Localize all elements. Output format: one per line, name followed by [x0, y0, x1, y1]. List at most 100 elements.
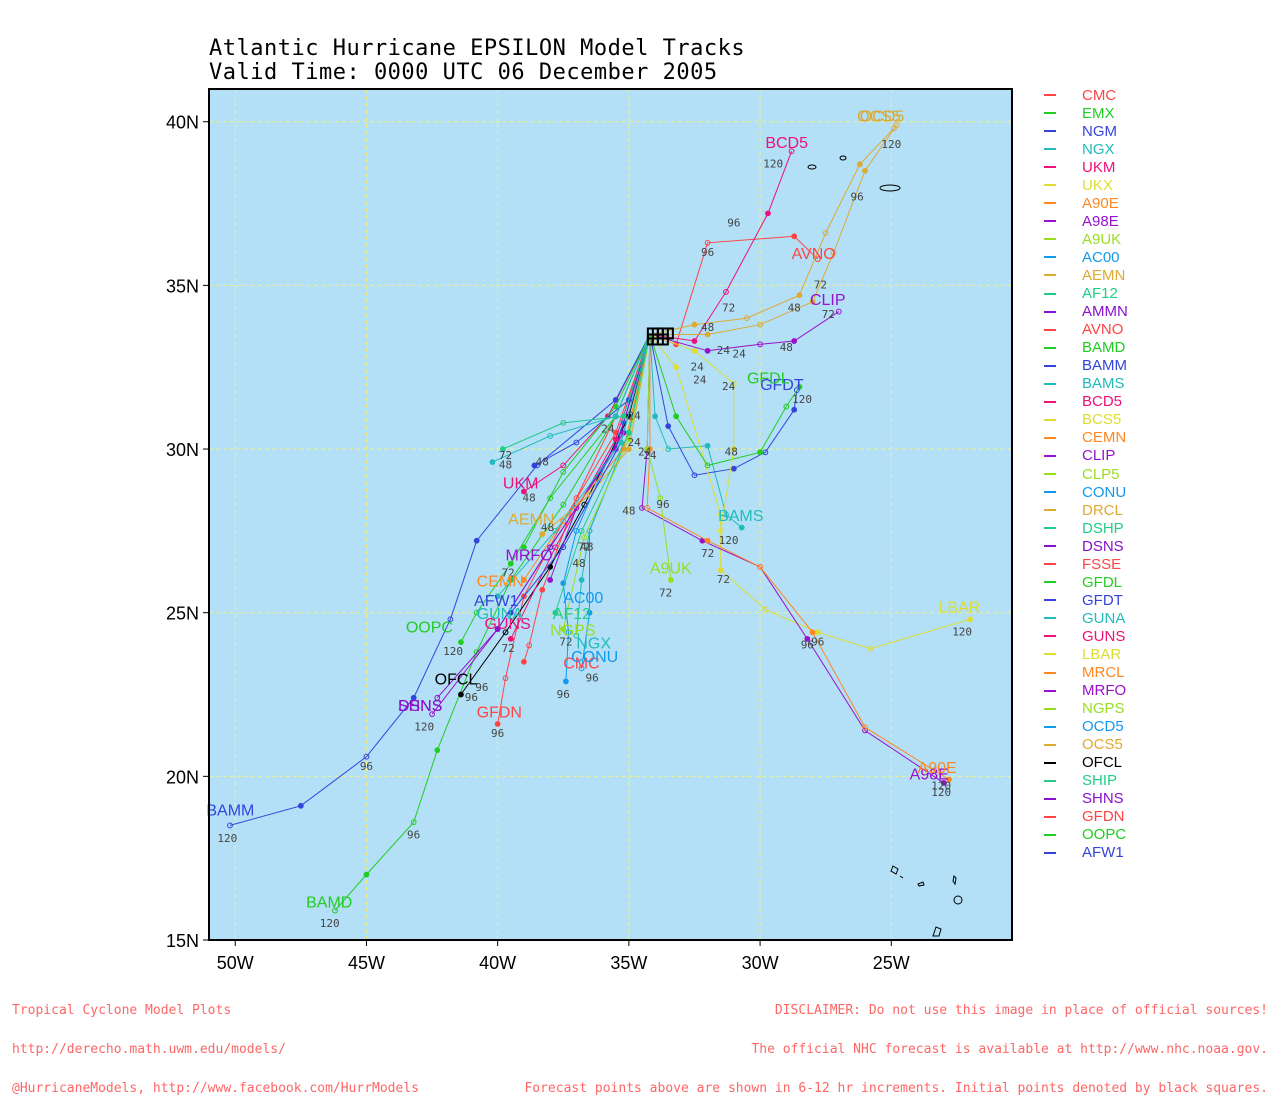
hour-label: 48 [788, 302, 801, 315]
forecast-point [560, 544, 567, 551]
legend-label: UKX [1082, 176, 1113, 194]
legend-swatch [1044, 382, 1056, 385]
legend-label: AVNO [1082, 321, 1124, 339]
forecast-point [704, 239, 711, 246]
legend-label: NGM [1082, 122, 1117, 140]
legend-label: CLIP [1082, 447, 1116, 465]
hour-label: 24 [643, 449, 657, 462]
hour-label: 48 [541, 521, 554, 534]
legend-swatch [1044, 761, 1056, 764]
track-ship [500, 334, 651, 452]
track-line [646, 334, 672, 581]
y-tick-label: 35N [166, 276, 199, 296]
legend-item-bcs5: BCS5 [1044, 411, 1128, 429]
footer-right-line3: Forecast points above are shown in 6-12 … [524, 1081, 1268, 1096]
legend-swatch [1044, 238, 1056, 241]
forecast-point [473, 609, 480, 616]
legend-swatch [1044, 418, 1056, 421]
legend-item-gfdn: GFDN [1044, 808, 1128, 826]
forecast-point [757, 563, 763, 570]
forecast-point [814, 629, 821, 636]
footer-left-line1: Tropical Cyclone Model Plots [12, 1003, 232, 1018]
y-tick-label: 40N [166, 113, 199, 133]
forecast-point [521, 577, 527, 583]
model-legend: CMC EMX NGM NGX UKM UKX A90E A98E A9UK AC00 AEMN AF… [1044, 86, 1128, 862]
forecast-point [665, 423, 672, 430]
forecast-point [762, 606, 769, 613]
legend-label: AFW1 [1082, 844, 1124, 862]
legend-item-a98e: A98E [1044, 212, 1128, 230]
legend-label: CMC [1082, 86, 1117, 104]
legend-item-lbar: LBAR [1044, 645, 1128, 663]
forecast-point [502, 675, 509, 682]
forecast-point [730, 380, 737, 387]
legend-label: CEMN [1082, 429, 1127, 447]
model-label-clip: CLIP [810, 292, 846, 309]
forecast-point [691, 472, 698, 479]
forecast-point [673, 364, 680, 371]
hour-label: 96 [727, 216, 740, 229]
track-line [436, 334, 651, 699]
hour-label: 96 [491, 727, 504, 740]
forecast-point [809, 298, 816, 305]
legend-item-bamm: BAMM [1044, 357, 1128, 375]
hour-label: 48 [499, 459, 512, 472]
cape-verde-island-2 [917, 881, 925, 887]
hour-label: 120 [414, 721, 434, 734]
hour-label: 120 [931, 786, 951, 799]
hour-label: 72 [659, 586, 672, 599]
hour-label: 96 [586, 671, 599, 684]
legend-item-ngm: NGM [1044, 122, 1128, 140]
forecast-point [560, 501, 567, 508]
hour-label: 120 [763, 158, 783, 171]
legend-item-ship: SHIP [1044, 772, 1128, 790]
legend-item-ngps: NGPS [1044, 700, 1128, 718]
legend-item-afw1: AFW1 [1044, 844, 1128, 862]
footer-left-line3[interactable]: @HurricaneModels, http://www.facebook.co… [12, 1081, 419, 1096]
hour-label: 72 [578, 541, 591, 554]
legend-label: FSSE [1082, 555, 1122, 573]
forecast-point [862, 167, 868, 174]
cape-verde-island-1 [890, 865, 899, 875]
legend-item-aemn: AEMN [1044, 266, 1128, 284]
footer-left-line2[interactable]: http://derecho.math.uwm.edu/models/ [12, 1042, 286, 1057]
model-label-a9uk: A9UK [650, 560, 692, 577]
map-frame [208, 88, 1013, 941]
forecast-point [507, 635, 514, 642]
forecast-point [652, 413, 659, 420]
forecast-point [791, 233, 798, 240]
forecast-point [473, 649, 480, 655]
hour-label: 96 [407, 829, 420, 842]
forecast-point [620, 413, 627, 420]
forecast-point [473, 537, 480, 544]
hour-label: 120 [719, 534, 739, 547]
forecast-point [730, 465, 737, 472]
forecast-point [578, 665, 585, 672]
footer-left: Tropical Cyclone Model Plots http://dere… [12, 978, 419, 1108]
model-label-afw1: AFW1 [474, 593, 519, 610]
forecast-point [717, 567, 724, 574]
hour-label: 48 [536, 455, 549, 468]
forecast-point [297, 802, 304, 809]
legend-item-gfdt: GFDT [1044, 591, 1128, 609]
forecast-point [830, 249, 837, 256]
legend-item-oopc: OOPC [1044, 826, 1128, 844]
track-line [523, 334, 651, 581]
map-title-line1: Atlantic Hurricane EPSILON Model Tracks [209, 36, 746, 61]
forecast-point [862, 724, 868, 731]
forecast-point [704, 442, 711, 449]
forecast-point [796, 383, 803, 390]
track-ocs5 [649, 122, 900, 338]
legend-swatch [1044, 797, 1056, 800]
track-line [641, 334, 945, 784]
forecast-point [458, 691, 464, 698]
x-tick-label: 25W [873, 953, 910, 973]
track-emx [521, 334, 651, 551]
forecast-point [521, 488, 527, 495]
legend-swatch [1044, 473, 1056, 475]
legend-swatch [1044, 274, 1056, 277]
legend-label: CLP5 [1082, 465, 1120, 483]
forecast-point [809, 629, 816, 636]
cape-verde-island-6 [899, 875, 904, 879]
model-label-a90e: A90E [918, 760, 957, 777]
